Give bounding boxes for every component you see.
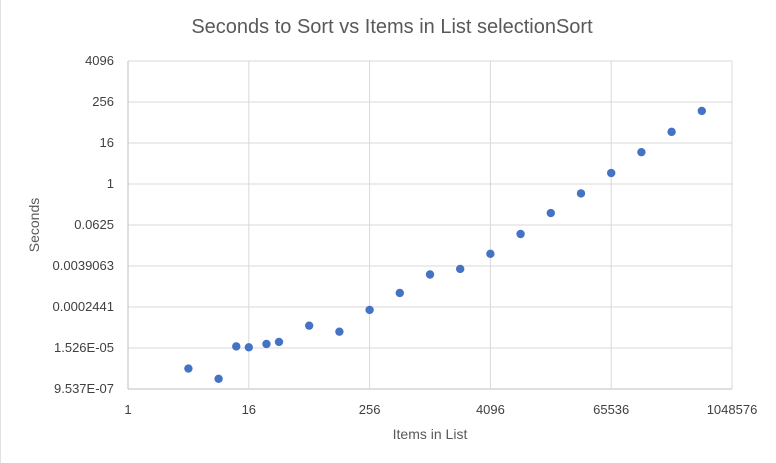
data-point — [697, 106, 706, 116]
y-tick-label: 0.0625 — [74, 217, 114, 232]
data-points — [184, 106, 706, 384]
y-tick-label: 0.0039063 — [53, 258, 114, 273]
data-point — [214, 374, 223, 384]
x-tick-label: 1 — [124, 402, 131, 417]
y-tick-label: 1.526E-05 — [54, 340, 114, 355]
data-point — [184, 364, 193, 373]
data-point — [546, 208, 555, 218]
x-tick-label: 65536 — [593, 402, 629, 417]
y-tick-label: 4096 — [85, 53, 114, 68]
data-point — [232, 342, 241, 351]
data-point — [305, 321, 314, 330]
data-point — [576, 189, 586, 198]
data-point — [607, 168, 616, 178]
y-tick-label: 256 — [92, 94, 114, 109]
y-tick-label: 1 — [107, 176, 114, 191]
data-point — [516, 229, 525, 239]
data-point — [425, 270, 435, 279]
data-point — [274, 337, 284, 347]
data-point — [395, 288, 404, 298]
data-point — [335, 327, 344, 336]
x-axis-title: Items in List — [393, 426, 468, 442]
data-point — [486, 249, 495, 259]
data-point — [667, 127, 676, 137]
data-point — [637, 147, 646, 157]
gridlines — [127, 60, 733, 390]
x-tick-label: 4096 — [476, 402, 505, 417]
data-point — [365, 305, 374, 315]
y-axis-title: Seconds — [26, 198, 42, 252]
x-tick-label: 256 — [359, 402, 381, 417]
data-point — [262, 339, 271, 349]
tick-labels: 9.537E-07 1.526E-05 0.0002441 0.0039063 0.06… — [53, 53, 758, 417]
y-tick-label: 0.0002441 — [53, 299, 114, 314]
data-point — [456, 264, 465, 274]
y-tick-label: 9.537E-07 — [54, 381, 114, 396]
x-tick-label: 16 — [242, 402, 256, 417]
x-tick-label: 1048576 — [707, 402, 758, 417]
y-tick-label: 16 — [100, 135, 114, 150]
chart-title: Seconds to Sort vs Items in List selecti… — [191, 16, 593, 38]
data-point — [244, 343, 253, 352]
